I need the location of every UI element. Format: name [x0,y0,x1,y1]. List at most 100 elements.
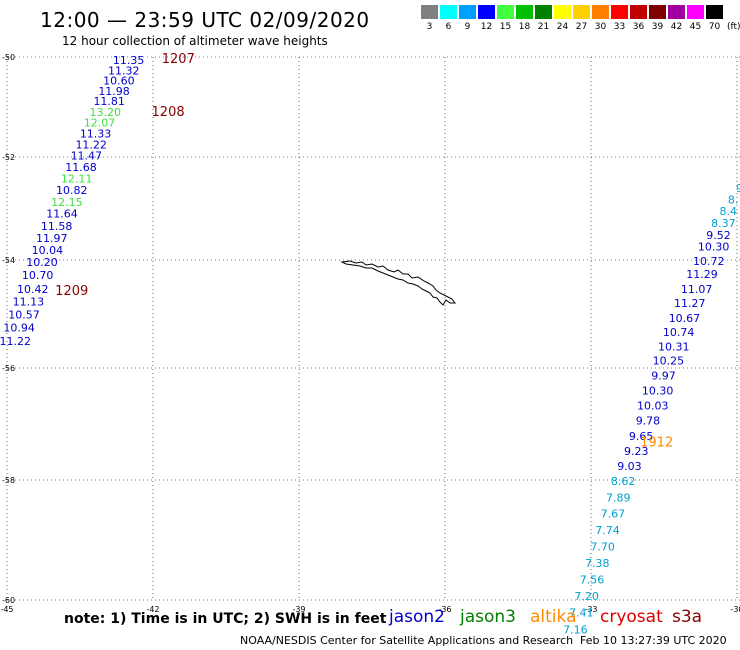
wave-height-label: 10.30 [698,241,730,254]
wave-height-label: 11.29 [686,268,718,281]
legend-swatch-label: 42 [670,22,683,32]
wave-height-label: 10.25 [653,354,685,367]
legend-swatch [573,5,590,19]
legend-swatch-label: 39 [651,22,664,32]
legend-swatch-label: 24 [556,22,569,32]
wave-height-label: 11.81 [93,95,125,108]
satellite-altika: altika [530,607,577,627]
legend-swatch-label: 9 [464,22,471,32]
map-title: 12:00 — 23:59 UTC 02/09/2020 [40,8,370,32]
lat-lon-grid [6,56,740,601]
legend-swatch-label: 21 [537,22,550,32]
wave-height-label: 11.47 [71,150,103,163]
wave-height-label: 10.94 [3,322,35,335]
wave-height-label: 11.35 [113,54,145,67]
lon-tick-label: -36 [438,605,451,614]
wave-height-label: 7.74 [595,524,620,537]
legend-swatch-label: 30 [594,22,607,32]
wave-height-label: 9.97 [651,369,676,382]
legend-swatch [630,5,647,19]
legend-unit: (ft) [727,22,740,32]
wave-height-label: 11.32 [108,65,140,78]
wave-height-label: 7.70 [590,541,615,554]
pass-time-label: 1209 [55,284,88,299]
lat-tick-label: -58 [2,476,15,485]
wave-height-label: 10.82 [56,184,88,197]
wave-height-label: 9.78 [636,415,661,428]
legend-swatch-label: 6 [445,22,452,32]
pass-time-label: 1912 [640,435,673,450]
legend-swatch-label: 3 [426,22,433,32]
legend-swatch [649,5,666,19]
wave-height-label: 8.4 [719,205,737,218]
wave-height-label: 7.38 [585,557,610,570]
legend-swatch [497,5,514,19]
lon-tick-label: -30 [730,605,740,614]
legend-swatch [706,5,723,19]
wave-height-label: 11.33 [80,128,112,141]
legend-swatch-label: 18 [518,22,531,32]
wave-height-label: 12.15 [51,196,83,209]
lon-tick-label: -42 [146,605,159,614]
legend-swatch [459,5,476,19]
legend-swatch [478,5,495,19]
wave-height-label: 12.11 [61,173,93,186]
wave-height-label: 12.07 [84,117,116,130]
lon-tick-label: -45 [0,605,13,614]
wave-height-label: 11.97 [36,232,68,245]
satellite-jason2: jason2 [389,607,445,627]
wave-height-label: 10.57 [8,309,40,322]
wave-height-label: 7.56 [580,574,605,587]
legend-swatch [592,5,609,19]
wave-height-label: 8.62 [611,475,636,488]
satellite-jason3: jason3 [460,607,516,627]
satellite-s3a: s3a [672,607,703,627]
wave-height-label: 10.67 [669,312,701,325]
wave-height-label: 8. [728,194,739,207]
legend-swatch-label: 15 [499,22,512,32]
wave-height-label: 7.16 [563,623,588,636]
axis-tick-labels: -45 -42 -39 -36 -33 -30 -50 -52 -54 -56 -58 -60 [0,53,740,614]
south-georgia-island [340,260,456,306]
wave-height-label: 7.20 [574,590,599,603]
legend-swatch [535,5,552,19]
footnote: note: 1) Time is in UTC; 2) SWH is in fe… [64,611,387,627]
legend-swatch [611,5,628,19]
wave-height-label: 11.27 [674,297,706,310]
wave-height-label: 11.13 [13,296,45,309]
wave-height-label: 9 [736,182,740,195]
wave-height-label: 11.68 [65,161,97,174]
lon-tick-label: -33 [584,605,597,614]
wave-height-label: 7.89 [606,491,631,504]
wave-height-label: 10.74 [663,326,695,339]
legend-swatch-label: 45 [689,22,702,32]
wave-height-label: 13.20 [90,106,122,119]
wave-height-label: 10.42 [17,283,49,296]
wave-height-label: 10.20 [26,256,58,269]
legend-swatch [687,5,704,19]
wave-height-label: 10.30 [642,384,674,397]
wave-height-label: 9.52 [706,229,731,242]
legend-swatch-label: 70 [708,22,721,32]
legend-swatch [554,5,571,19]
legend-swatch [421,5,438,19]
legend-swatch-label: 12 [480,22,493,32]
satellite-cryosat: cryosat [600,607,663,627]
wave-height-label: 11.22 [0,335,31,348]
wave-height-label: 10.04 [32,244,64,257]
legend-swatch [516,5,533,19]
wave-height-label: 10.31 [658,340,690,353]
lat-tick-label: -54 [2,256,15,265]
wave-height-label: 9.65 [629,430,654,443]
wave-height-label: 9.23 [624,445,649,458]
wave-height-label: 10.03 [637,400,669,413]
legend-swatch-label: 27 [575,22,588,32]
wave-height-label: 9.03 [617,460,642,473]
wave-height-label: 10.72 [693,255,725,268]
timestamp-footer: Feb 10 13:27:39 UTC 2020 [580,634,727,647]
wave-height-label: 10.60 [103,75,135,88]
credit-footer: NOAA/NESDIS Center for Satellite Applica… [240,634,574,647]
lat-tick-label: -60 [2,596,15,605]
wave-height-label: 11.22 [75,139,107,152]
legend-swatch-label: 33 [613,22,626,32]
